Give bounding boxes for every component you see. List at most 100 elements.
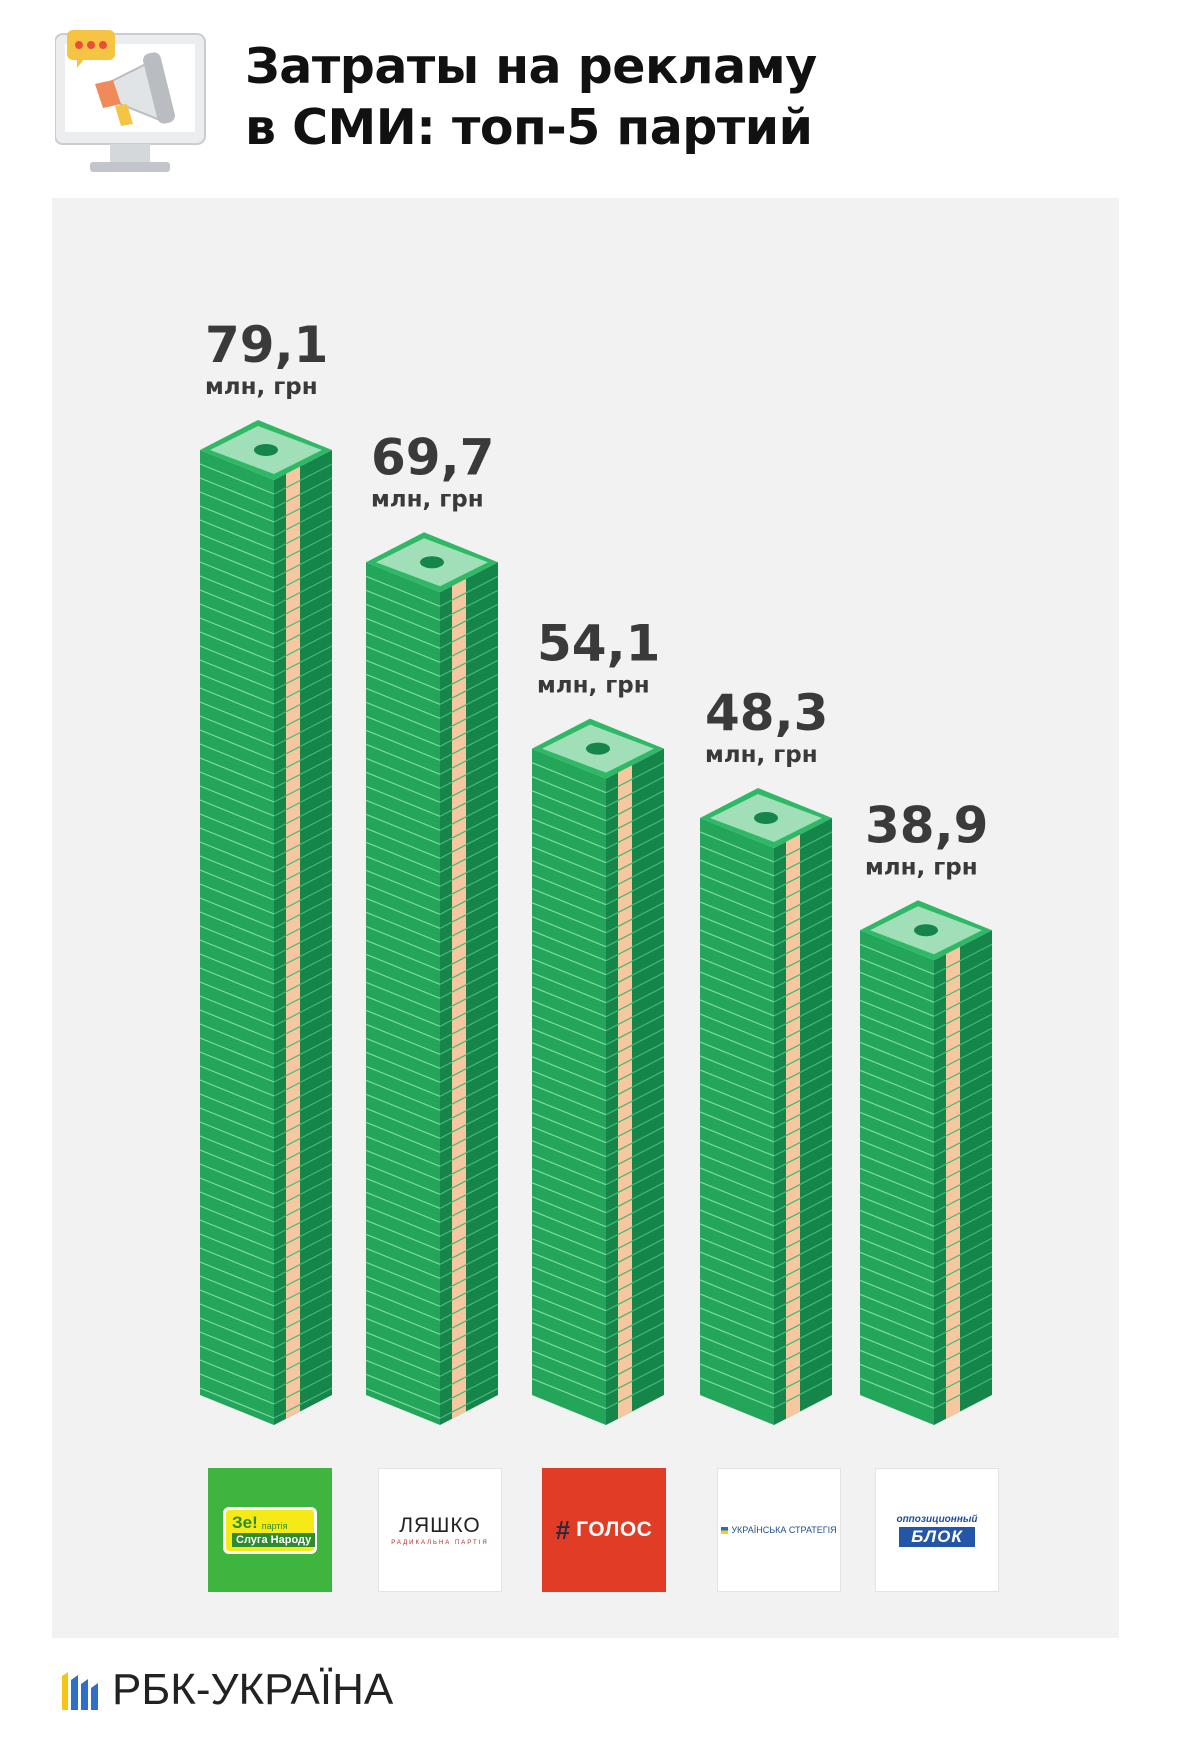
bill-edge [531, 1168, 607, 1200]
bill-edge [531, 1238, 607, 1270]
bill-edge [859, 1167, 935, 1199]
bill-edge [605, 1280, 665, 1312]
bill-edge [273, 1191, 333, 1223]
bill-edge [699, 1293, 775, 1325]
lyashko-name-label: ЛЯШКО [399, 1513, 481, 1537]
bill-edge [933, 1251, 993, 1283]
bill-edge [699, 1279, 775, 1311]
bill-edge [605, 1098, 665, 1130]
bill-edge [273, 995, 333, 1027]
bill-edge [531, 1224, 607, 1256]
strategy-name-label: УКРАЇНСЬКА СТРАТЕГІЯ [731, 1525, 837, 1535]
bill-edge [531, 1014, 607, 1046]
bill-edge [605, 804, 665, 836]
money-stack-2 [365, 532, 499, 1425]
bill-edge [199, 1219, 275, 1251]
bill-edge [365, 1107, 441, 1139]
bill-edge [199, 785, 275, 817]
bill-edge [273, 1247, 333, 1279]
bill-edge [273, 757, 333, 789]
bill-edge [199, 491, 275, 523]
bill-edge [699, 1083, 775, 1115]
bill-edge [439, 1275, 499, 1307]
bill-edge [273, 729, 333, 761]
bill-edge [365, 1191, 441, 1223]
bill-edge [199, 743, 275, 775]
bill-edge [365, 911, 441, 943]
bill-edge [365, 771, 441, 803]
bill-edge [605, 1126, 665, 1158]
bill-edge [199, 533, 275, 565]
bill-edge [439, 1261, 499, 1293]
unit-label: млн, грн [205, 374, 318, 400]
bill-edge [439, 603, 499, 635]
bill-edge [439, 1163, 499, 1195]
bill-edge [605, 958, 665, 990]
bill-edge [933, 1027, 993, 1059]
bill-edge [859, 943, 935, 975]
bill-edge [933, 1307, 993, 1339]
bill-edge [439, 1023, 499, 1055]
bill-edge [699, 859, 775, 891]
bill-edge [773, 1293, 833, 1325]
bill-edge [859, 957, 935, 989]
bill-edge [773, 1139, 833, 1171]
bill-edge [773, 971, 833, 1003]
bill-edge [365, 1135, 441, 1167]
bill-edge [439, 673, 499, 705]
bill-edge [365, 967, 441, 999]
bill-edge [365, 1303, 441, 1335]
bill-edge [273, 869, 333, 901]
bill-edge [439, 1065, 499, 1097]
bill-edge [699, 887, 775, 919]
bill-edge [273, 575, 333, 607]
bill-edge [199, 1121, 275, 1153]
footer-brand: РБК-УКРАЇНА [60, 1668, 393, 1712]
bill-edge [439, 631, 499, 663]
bill-edge [439, 771, 499, 803]
bill-edge [605, 916, 665, 948]
bill-edge [773, 1335, 833, 1367]
bill-edge [199, 1331, 275, 1363]
bill-edge [199, 1079, 275, 1111]
bill-edge [439, 1191, 499, 1223]
bill-edge [859, 1209, 935, 1241]
bill-edge [531, 790, 607, 822]
bill-edge [859, 1363, 935, 1395]
unit-label: млн, грн [865, 854, 978, 880]
bill-edge [773, 1377, 833, 1409]
bill-edge [531, 1112, 607, 1144]
bill-edge [933, 1265, 993, 1297]
bill-edge [439, 1247, 499, 1279]
bill-edge [199, 1289, 275, 1321]
bill-edge [273, 1387, 333, 1419]
bill-edge [859, 1013, 935, 1045]
bill-edge [773, 957, 833, 989]
bill-edge [365, 869, 441, 901]
bill-edge [531, 1322, 607, 1354]
bill-edge [365, 1261, 441, 1293]
bill-edge [859, 1279, 935, 1311]
bill-edge [859, 1055, 935, 1087]
bill-edge [773, 1307, 833, 1339]
bill-edge [773, 873, 833, 905]
bill-edge [605, 1042, 665, 1074]
bill-edge [273, 701, 333, 733]
bill-edge [699, 1265, 775, 1297]
bill-edge [531, 1294, 607, 1326]
bill-edge [531, 1336, 607, 1368]
bill-edge [933, 1125, 993, 1157]
bill-edge [273, 883, 333, 915]
bill-edge [439, 1331, 499, 1363]
bill-edge [605, 1028, 665, 1060]
bill-edge [605, 1238, 665, 1270]
bill-edge [773, 943, 833, 975]
bill-edge [531, 902, 607, 934]
bill-edge [199, 1373, 275, 1405]
bill-edge [531, 1182, 607, 1214]
bill-edge [365, 603, 441, 635]
bill-edge [273, 953, 333, 985]
bill-edge [933, 1181, 993, 1213]
bill-edge [699, 845, 775, 877]
bill-edge [273, 1009, 333, 1041]
